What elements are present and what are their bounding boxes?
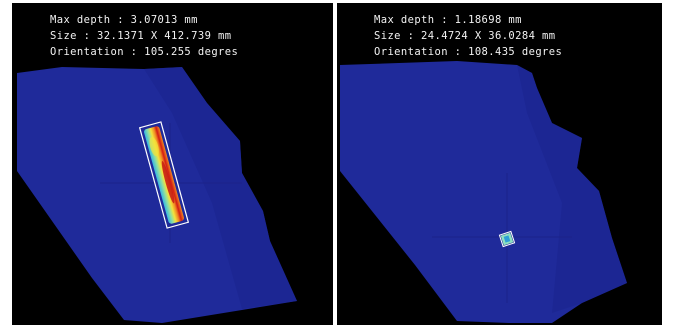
size-label: Size : 24.4724 X 36.0284 mm bbox=[374, 30, 556, 42]
depth-map-left-canvas bbox=[17, 67, 297, 323]
defect-heatmap-right bbox=[498, 230, 516, 248]
surface-shading-left bbox=[144, 67, 297, 309]
heat-core-left bbox=[161, 160, 175, 204]
measurement-readout-left: Max depth : 3.07013 mm Size : 32.1371 X … bbox=[12, 3, 333, 63]
max-depth-label: Max depth : 3.07013 mm bbox=[50, 14, 198, 26]
measurement-readout-right: Max depth : 1.18698 mm Size : 24.4724 X … bbox=[337, 3, 662, 63]
max-depth-label: Max depth : 1.18698 mm bbox=[374, 14, 522, 26]
depth-map-right-canvas bbox=[340, 61, 627, 323]
bounding-box-left bbox=[138, 121, 190, 229]
heat-core-right bbox=[503, 235, 511, 243]
surface-shading-right bbox=[517, 65, 627, 313]
orientation-label: Orientation : 105.255 degres bbox=[50, 46, 239, 58]
heat-upper-left bbox=[149, 136, 159, 157]
bounding-box-right bbox=[498, 230, 516, 248]
orientation-label: Orientation : 108.435 degres bbox=[374, 46, 563, 58]
size-label: Size : 32.1371 X 412.739 mm bbox=[50, 30, 232, 42]
depth-map-view-left: Max depth : 3.07013 mm Size : 32.1371 X … bbox=[12, 3, 333, 325]
depth-map-view-right: Max depth : 1.18698 mm Size : 24.4724 X … bbox=[337, 3, 662, 325]
defect-heatmap-left bbox=[138, 121, 190, 229]
